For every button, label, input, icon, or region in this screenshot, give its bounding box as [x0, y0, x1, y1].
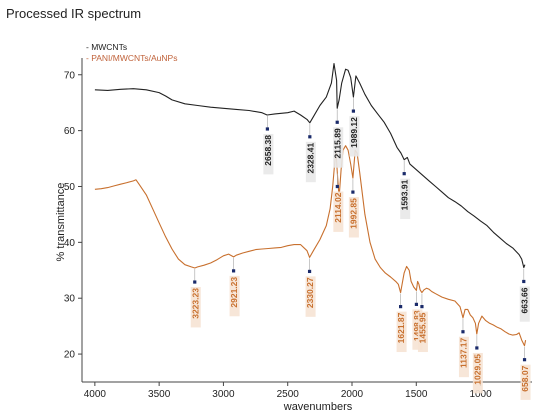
peak-marker: [351, 190, 355, 194]
peak-label: 3223.23: [190, 288, 200, 319]
peak-label: 2330.27: [305, 277, 315, 308]
peak-label-bg: [348, 197, 359, 238]
peak-marker: [335, 184, 339, 189]
peak-label: 1137.17: [458, 337, 468, 368]
peak-marker: [461, 330, 465, 334]
peak-label: 2115.89: [333, 128, 343, 159]
peak-marker: [399, 305, 403, 309]
peak-marker: [522, 279, 526, 284]
peak-label: 2114.02: [333, 192, 343, 223]
x-tick-label: 2500: [277, 389, 300, 400]
peak-label-bg: [349, 116, 360, 157]
legend-entry-pani-mwcnts-aunps: - PANI/MWCNTs/AuNPs: [86, 53, 178, 63]
x-tick-label: 4000: [84, 389, 107, 400]
x-tick-label: 3000: [212, 389, 235, 400]
y-tick-label: 30: [64, 294, 76, 305]
y-axis-label: % transmittance: [55, 183, 67, 262]
axes: 20 30 40 50 60 70 4000 3500 3000 2500 2000 1500 1000: [64, 58, 532, 400]
peak-label-bg: [333, 191, 344, 232]
peak-label: 1498.83: [412, 310, 422, 341]
peak-marker: [335, 120, 339, 124]
y-tick-label: 40: [64, 238, 76, 249]
peak-label-bg: [519, 286, 530, 322]
peak-marker: [231, 269, 236, 273]
peak-label-bg: [229, 275, 240, 317]
peak-label-bg: [520, 364, 531, 400]
peak-label-bg: [263, 133, 274, 175]
x-axis-label: wavenumbers: [283, 401, 353, 413]
x-tick-label: 1500: [405, 389, 428, 400]
peak-label-bg: [305, 276, 316, 317]
peak-label: 1029.05: [472, 354, 482, 385]
peak-label-bg: [472, 352, 483, 394]
peak-label-bg: [400, 178, 411, 220]
legend: - MWCNTs - PANI/MWCNTs/AuNPs: [86, 42, 177, 64]
peak-marker: [402, 172, 406, 176]
peak-label: 1621.87: [396, 312, 406, 343]
peak-marker: [351, 109, 356, 113]
peak-label: 658.07: [520, 365, 530, 391]
peak-marker: [265, 127, 269, 131]
x-tick-label: 2000: [341, 389, 364, 400]
legend-entry-mwcnts: - MWCNTs: [86, 42, 128, 52]
peak-marker: [307, 269, 312, 274]
peak-marker: [414, 302, 419, 306]
peak-label: 663.66: [519, 287, 529, 313]
peak-marker: [522, 358, 527, 362]
peak-label-bg: [305, 141, 316, 183]
peak-marker: [475, 346, 479, 350]
y-tick-label: 70: [64, 70, 76, 81]
peak-label: 1593.91: [400, 179, 410, 210]
peak-label: 2921.23: [229, 277, 239, 308]
series-line-mwcnts: [94, 63, 526, 269]
peak-label: 1992.85: [348, 198, 358, 229]
peak-label: 2658.38: [263, 135, 273, 166]
peak-label: 1455.95: [417, 312, 427, 343]
annotation-layer: 2658.38 2328.41 2115.89 1989.12 1593.91 663.6…: [190, 98, 531, 400]
peak-label: 2328.41: [305, 143, 315, 174]
peak-label-bg: [396, 311, 407, 353]
x-tick-label: 1000: [469, 389, 492, 400]
peak-label-bg: [417, 311, 428, 353]
chart-title: Processed IR spectrum: [6, 6, 142, 21]
y-tick-label: 50: [64, 182, 76, 193]
peak-label: 1989.12: [349, 117, 359, 148]
peak-marker: [420, 305, 424, 309]
peak-label-bg: [190, 287, 201, 328]
peak-marker: [193, 280, 197, 284]
y-tick-label: 20: [64, 350, 76, 361]
peak-label-bg: [333, 127, 344, 168]
y-tick-label: 60: [64, 126, 76, 137]
peak-marker: [308, 135, 312, 139]
peak-label-bg: [458, 336, 469, 378]
x-tick-label: 3500: [148, 389, 171, 400]
